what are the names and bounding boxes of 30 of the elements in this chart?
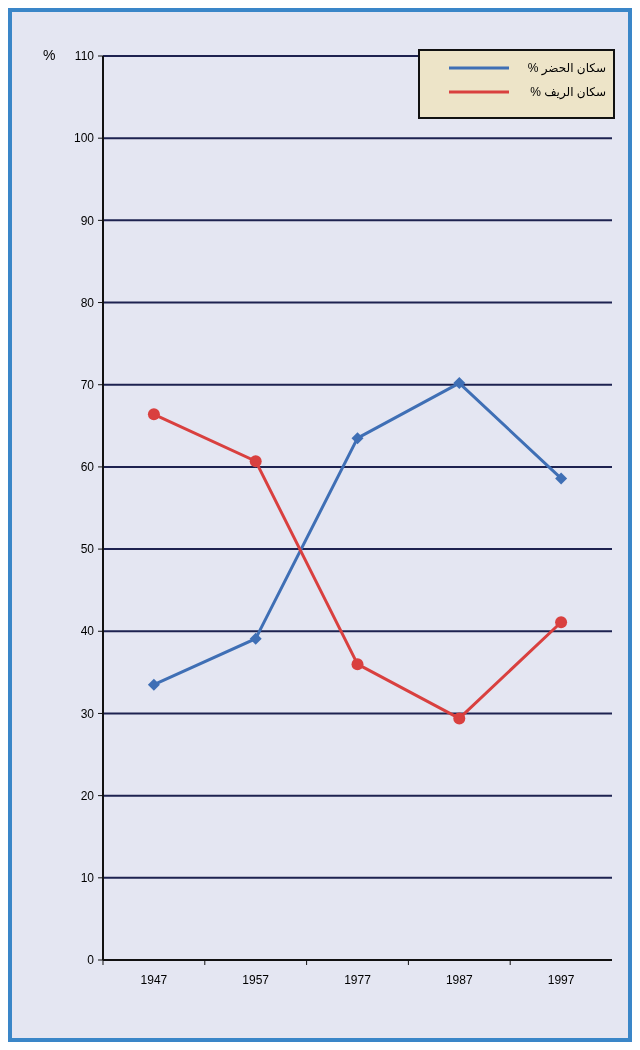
- y-tick-label: 10: [80, 871, 95, 886]
- x-tick-label: 1997: [547, 973, 575, 987]
- y-tick-label: 0: [87, 953, 95, 968]
- x-tick-label: 1947: [140, 973, 168, 987]
- x-tick-label: 1957: [242, 973, 270, 987]
- y-axis-title: %: [43, 47, 56, 63]
- x-tick-label: 1977: [344, 973, 372, 987]
- legend-label: سكان الحضر %: [527, 61, 606, 77]
- point: [453, 377, 466, 390]
- y-tick-label: 90: [80, 213, 95, 228]
- point: [555, 616, 568, 629]
- point: [147, 408, 160, 421]
- y-tick-label: 70: [80, 377, 95, 392]
- point: [453, 712, 466, 725]
- point: [249, 632, 262, 645]
- y-tick-label: 40: [80, 624, 95, 639]
- legend-label: سكان الريف %: [530, 85, 606, 101]
- y-tick-label: 100: [73, 131, 95, 146]
- point: [351, 658, 364, 671]
- point: [147, 678, 160, 691]
- point: [249, 455, 262, 468]
- x-tick-label: 1987: [445, 973, 473, 987]
- y-tick-label: 110: [74, 49, 95, 64]
- y-tick-label: 60: [80, 460, 95, 475]
- point: [351, 432, 364, 445]
- y-tick-label: 30: [80, 706, 95, 721]
- y-tick-label: 50: [80, 542, 95, 557]
- y-tick-label: 20: [80, 788, 95, 803]
- y-tick-label: 80: [80, 295, 95, 310]
- point: [555, 472, 568, 485]
